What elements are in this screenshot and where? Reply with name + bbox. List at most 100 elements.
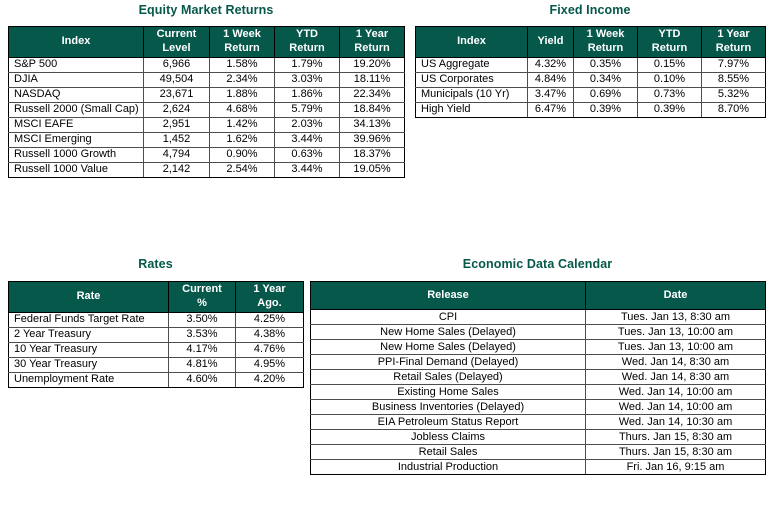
column-header-current-pct: Current % [168,281,236,313]
fixed-income-title: Fixed Income [549,3,631,17]
table-cell: DJIA [8,71,144,88]
table-cell: 2.03% [274,116,340,133]
table-cell: US Corporates [415,71,528,88]
table-cell: 18.37% [339,146,405,163]
table-cell: 1.88% [209,86,275,103]
table-row: MSCI Emerging 1,452 1.62% 3.44% 39.96% [8,131,405,148]
table-cell: 19.20% [339,56,405,73]
table-cell: 18.11% [339,71,405,88]
equity-table-body: S&P 500 6,966 1.58% 1.79% 19.20% DJIA 49,504 2.… [8,56,405,178]
table-cell: Thurs. Jan 15, 8:30 am [585,444,766,460]
fixed-income-table-header: Index Yield 1 Week Return YTD Return 1 Y… [415,26,766,58]
table-row: Retail Sales Thurs. Jan 15, 8:30 am [310,444,766,460]
column-header-1-week-return: 1 Week Return [209,26,275,58]
table-row: EIA Petroleum Status Report Wed. Jan 14, … [310,414,766,430]
table-row: MSCI EAFE 2,951 1.42% 2.03% 34.13% [8,116,405,133]
table-cell: Retail Sales (Delayed) [310,369,586,385]
table-cell: PPI-Final Demand (Delayed) [310,354,586,370]
table-cell: 2 Year Treasury [8,326,169,343]
table-cell: Russell 1000 Value [8,161,144,178]
calendar-table-header: Release Date [310,281,766,310]
table-cell: Wed. Jan 14, 8:30 am [585,354,766,370]
fixed-income-section: Fixed Income Index Yield 1 Week Return Y… [415,3,766,118]
table-row: Business Inventories (Delayed) Wed. Jan 1… [310,399,766,415]
equity-market-returns-section: Equity Market Returns Index Current Leve… [8,3,405,178]
table-cell: 8.55% [701,71,766,88]
table-cell: 0.39% [573,101,638,118]
table-cell: Fri. Jan 16, 9:15 am [585,459,766,475]
table-cell: 30 Year Treasury [8,356,169,373]
rates-title: Rates [138,257,173,271]
table-cell: 0.15% [637,56,702,73]
table-cell: Russell 2000 (Small Cap) [8,101,144,118]
rates-section: Rates Rate Current % 1 Year Ago. Federal… [8,257,304,388]
table-cell: Retail Sales [310,444,586,460]
table-row: 10 Year Treasury 4.17% 4.76% [8,341,304,358]
table-cell: 4.84% [527,71,574,88]
table-cell: 0.34% [573,71,638,88]
table-cell: Wed. Jan 14, 8:30 am [585,369,766,385]
column-header-ytd-return: YTD Return [274,26,340,58]
table-cell: Thurs. Jan 15, 8:30 am [585,429,766,445]
table-cell: 4.81% [168,356,236,373]
calendar-table-body: CPI Tues. Jan 13, 8:30 am New Home Sales (… [310,309,766,475]
table-cell: Municipals (10 Yr) [415,86,528,103]
table-cell: New Home Sales (Delayed) [310,339,586,355]
column-header-current-level: Current Level [143,26,210,58]
table-cell: 2,142 [143,161,210,178]
table-cell: 6.47% [527,101,574,118]
table-cell: 3.50% [168,311,236,328]
table-cell: 4.95% [235,356,304,373]
table-cell: 4.60% [168,371,236,388]
table-cell: Jobless Claims [310,429,586,445]
table-row: 2 Year Treasury 3.53% 4.38% [8,326,304,343]
column-header-index: Index [8,26,144,58]
table-row: High Yield 6.47% 0.39% 0.39% 8.70% [415,101,766,118]
table-cell: 3.47% [527,86,574,103]
table-cell: 49,504 [143,71,210,88]
column-header-1-year-return: 1 Year Return [339,26,405,58]
table-cell: 1.62% [209,131,275,148]
table-cell: Wed. Jan 14, 10:00 am [585,384,766,400]
table-cell: 1.42% [209,116,275,133]
column-header-yield: Yield [527,26,574,58]
table-cell: New Home Sales (Delayed) [310,324,586,340]
table-cell: 18.84% [339,101,405,118]
table-cell: 3.03% [274,71,340,88]
table-row: Jobless Claims Thurs. Jan 15, 8:30 am [310,429,766,445]
table-row: New Home Sales (Delayed) Tues. Jan 13, 10… [310,324,766,340]
table-cell: 3.53% [168,326,236,343]
equity-table-header: Index Current Level 1 Week Return YTD Re… [8,26,405,58]
fixed-income-table: Index Yield 1 Week Return YTD Return 1 Y… [415,26,766,118]
table-cell: Tues. Jan 13, 8:30 am [585,309,766,325]
table-row: PPI-Final Demand (Delayed) Wed. Jan 14, 8… [310,354,766,370]
column-header-1-year-ago: 1 Year Ago. [235,281,304,313]
table-row: Retail Sales (Delayed) Wed. Jan 14, 8:30 … [310,369,766,385]
rates-table: Rate Current % 1 Year Ago. Federal Funds… [8,281,304,388]
table-row: New Home Sales (Delayed) Tues. Jan 13, 10… [310,339,766,355]
table-cell: S&P 500 [8,56,144,73]
table-cell: 0.63% [274,146,340,163]
table-cell: 5.79% [274,101,340,118]
table-cell: 4.17% [168,341,236,358]
table-cell: 8.70% [701,101,766,118]
table-cell: 0.73% [637,86,702,103]
table-cell: 1,452 [143,131,210,148]
table-cell: Wed. Jan 14, 10:30 am [585,414,766,430]
table-cell: Tues. Jan 13, 10:00 am [585,339,766,355]
column-header-ytd-return: YTD Return [637,26,702,58]
table-cell: 0.69% [573,86,638,103]
table-row: Russell 2000 (Small Cap) 2,624 4.68% 5.79% 1… [8,101,405,118]
table-cell: EIA Petroleum Status Report [310,414,586,430]
table-cell: 2,624 [143,101,210,118]
table-row: S&P 500 6,966 1.58% 1.79% 19.20% [8,56,405,73]
table-cell: US Aggregate [415,56,528,73]
table-row: NASDAQ 23,671 1.88% 1.86% 22.34% [8,86,405,103]
equity-market-returns-title: Equity Market Returns [138,3,274,17]
economic-data-calendar-table: Release Date CPI Tues. Jan 13, 8:30 am New… [310,281,766,475]
table-cell: 0.39% [637,101,702,118]
table-cell: 4.25% [235,311,304,328]
table-cell: 4.32% [527,56,574,73]
table-cell: 23,671 [143,86,210,103]
table-row: Industrial Production Fri. Jan 16, 9:15 a… [310,459,766,475]
